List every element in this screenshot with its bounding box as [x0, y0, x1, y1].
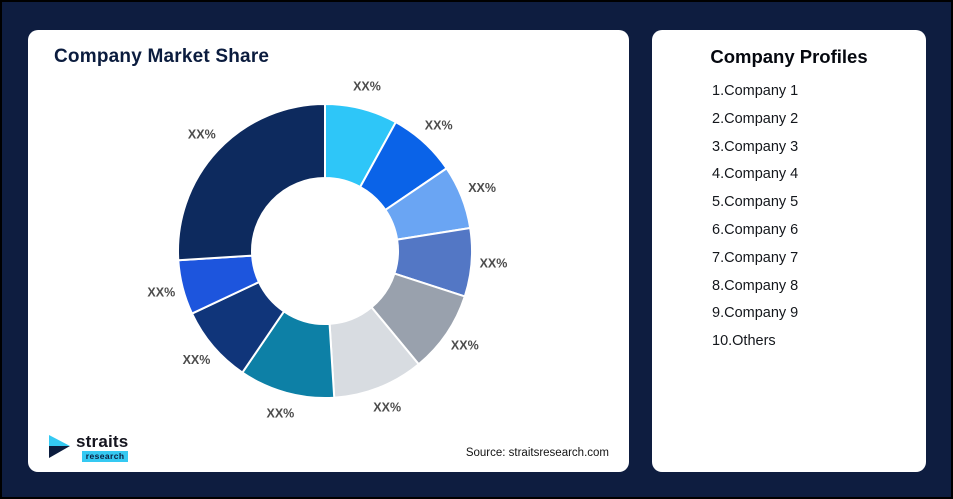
- straits-logo-icon: [49, 435, 70, 459]
- segment-label-5: XX%: [451, 338, 479, 352]
- segment-label-3: XX%: [468, 181, 496, 195]
- company-profiles-list: 1.Company 1 2.Company 2 3.Company 3 4.Compa…: [712, 78, 798, 356]
- donut-chart: XX% XX% XX% XX% XX% XX% XX% XX% XX% XX%: [147, 80, 508, 421]
- company-profile-item: 8.Company 8: [712, 277, 799, 294]
- company-profile-item: 7.Company 7: [712, 249, 799, 266]
- segment-label-7: XX%: [267, 406, 295, 420]
- straits-logo: straits research: [48, 431, 129, 462]
- segment-label-6: XX%: [373, 400, 401, 414]
- company-profiles-card: Company Profiles 1.Company 1 2.Company 2 3…: [652, 30, 926, 472]
- company-profile-item: 2.Company 2: [712, 110, 799, 127]
- segment-label-8: XX%: [183, 353, 211, 367]
- company-profile-item: 9.Company 9: [712, 305, 799, 322]
- segment-label-10: XX%: [188, 128, 216, 142]
- source-text: Source: straitsresearch.com: [465, 447, 609, 459]
- company-profile-item: 10.Others: [712, 333, 776, 350]
- company-profile-item: 5.Company 5: [712, 194, 799, 211]
- segment-label-2: XX%: [425, 118, 453, 132]
- market-share-card: Company Market Share XX% XX% XX% XX% XX% XX% X…: [28, 30, 629, 472]
- company-profile-item: 3.Company 3: [712, 138, 799, 155]
- chart-title: Company Market Share: [54, 46, 270, 67]
- profiles-title: Company Profiles: [710, 46, 868, 67]
- logo-subtitle: research: [81, 450, 129, 462]
- segment-label-9: XX%: [147, 285, 175, 299]
- segment-label-4: XX%: [480, 257, 508, 271]
- logo-name: straits: [76, 431, 129, 451]
- donut-segment-10: [177, 103, 326, 262]
- logo-text: straits research: [76, 431, 129, 462]
- company-profile-item: 4.Company 4: [712, 166, 799, 183]
- segment-label-1: XX%: [353, 80, 381, 94]
- company-profile-item: 1.Company 1: [712, 83, 799, 99]
- company-profile-item: 6.Company 6: [712, 221, 799, 238]
